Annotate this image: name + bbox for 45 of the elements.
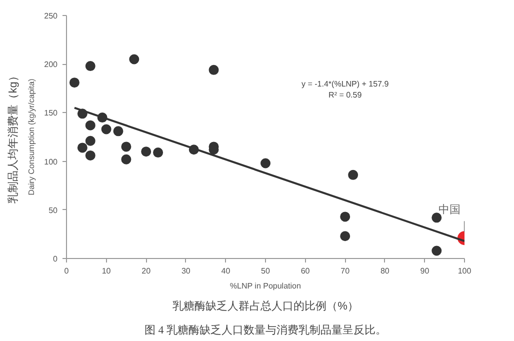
point (260, 158, 270, 168)
point (153, 148, 164, 158)
y-tick-label: 150 (44, 108, 58, 118)
x-tick-label: 20 (142, 266, 152, 276)
y-axis-title: Dairy Consumption (kg/yr/capita) (27, 78, 36, 196)
y-tick-label: 100 (44, 157, 58, 166)
point (85, 136, 96, 146)
y-tick-label: 250 (44, 12, 58, 20)
y-tick-label: 0 (53, 254, 58, 264)
caption: 图 4 乳糖酶缺乏人口数量与消费乳制品量呈反比。 (144, 324, 386, 336)
x-tick-label: 60 (300, 266, 310, 276)
point (85, 150, 96, 160)
text: 乳糖酶缺乏人群占总人口的比例（%） (172, 300, 358, 312)
x-tick-label: 0 (64, 266, 70, 276)
point (121, 154, 132, 164)
y-tick-label: 50 (48, 206, 58, 215)
point (77, 142, 88, 153)
point (340, 212, 350, 222)
y-tick-label: 200 (44, 60, 58, 70)
x-tick-label: 10 (102, 266, 112, 276)
x-tick-label: 80 (380, 266, 390, 276)
point (141, 146, 152, 157)
annotation: R² = 0.59 (328, 90, 362, 100)
x-tick-label: 70 (340, 266, 350, 276)
x-axis-title: %LNP in Population (230, 282, 301, 290)
point (113, 126, 124, 136)
x-tick-label: 40 (221, 266, 231, 276)
annotation: 中国 (438, 203, 460, 216)
point (85, 120, 96, 130)
x-tick-label: 90 (420, 266, 430, 276)
annotation: y = -1.4*(%LNP) + 157.9 (302, 79, 390, 88)
point (101, 124, 112, 134)
point (348, 170, 358, 180)
x-tick-label: 30 (181, 266, 191, 276)
text: 乳制品人均年消费量（kg） (6, 70, 20, 204)
point (121, 142, 132, 152)
point (69, 78, 80, 88)
point (340, 231, 350, 242)
point (208, 64, 219, 75)
point (85, 61, 96, 72)
x-tick-label: 100 (458, 266, 472, 276)
point (129, 54, 140, 64)
point (432, 212, 442, 223)
point (432, 246, 442, 256)
x-tick-label: 50 (261, 266, 270, 276)
